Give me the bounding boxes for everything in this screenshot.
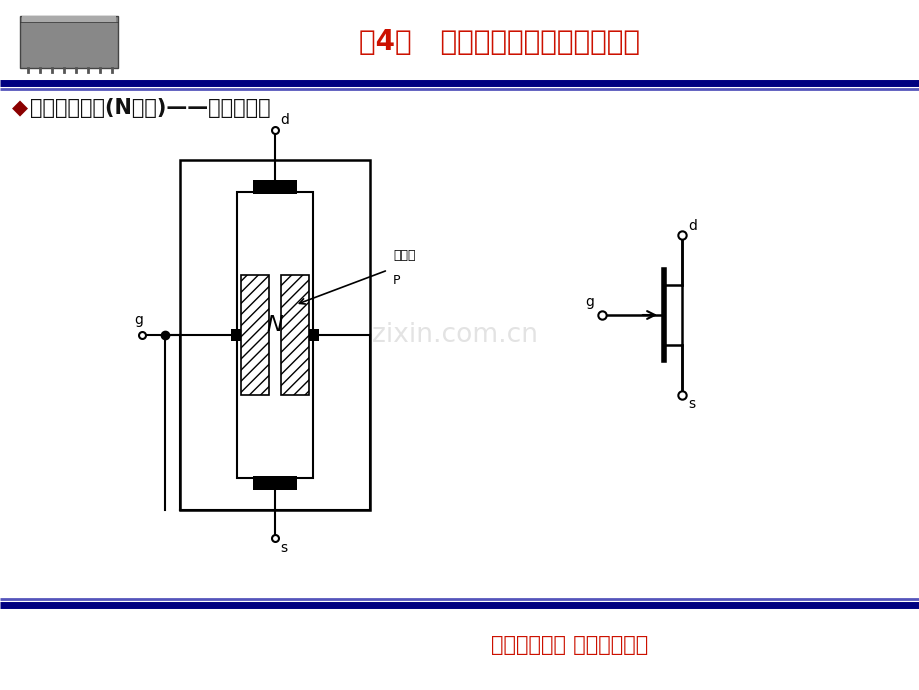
Bar bbox=[280, 275, 309, 395]
Text: 电子学教研室 模拟电子技术: 电子学教研室 模拟电子技术 bbox=[491, 635, 648, 655]
Bar bbox=[309, 329, 319, 341]
Text: g: g bbox=[134, 313, 143, 327]
Bar bbox=[180, 160, 369, 510]
Text: 第4章   场效应管及其基本放大电路: 第4章 场效应管及其基本放大电路 bbox=[359, 28, 640, 56]
Polygon shape bbox=[20, 16, 118, 68]
Polygon shape bbox=[22, 16, 116, 22]
Text: P: P bbox=[392, 273, 400, 286]
Text: www.zixin.com.cn: www.zixin.com.cn bbox=[301, 322, 538, 348]
Bar bbox=[237, 192, 312, 478]
Bar bbox=[253, 476, 297, 490]
Text: s: s bbox=[687, 397, 695, 411]
Text: s: s bbox=[279, 541, 287, 555]
Text: 结型场效应管(N沟道)——结构、符号: 结型场效应管(N沟道)——结构、符号 bbox=[30, 98, 270, 118]
Bar bbox=[253, 180, 297, 194]
Text: N: N bbox=[267, 315, 283, 335]
Text: g: g bbox=[584, 295, 594, 309]
Text: d: d bbox=[279, 113, 289, 127]
Text: d: d bbox=[687, 219, 696, 233]
Bar bbox=[241, 275, 268, 395]
Text: 耗尽层: 耗尽层 bbox=[392, 248, 415, 262]
Bar bbox=[231, 329, 241, 341]
Text: ◆: ◆ bbox=[12, 98, 28, 118]
